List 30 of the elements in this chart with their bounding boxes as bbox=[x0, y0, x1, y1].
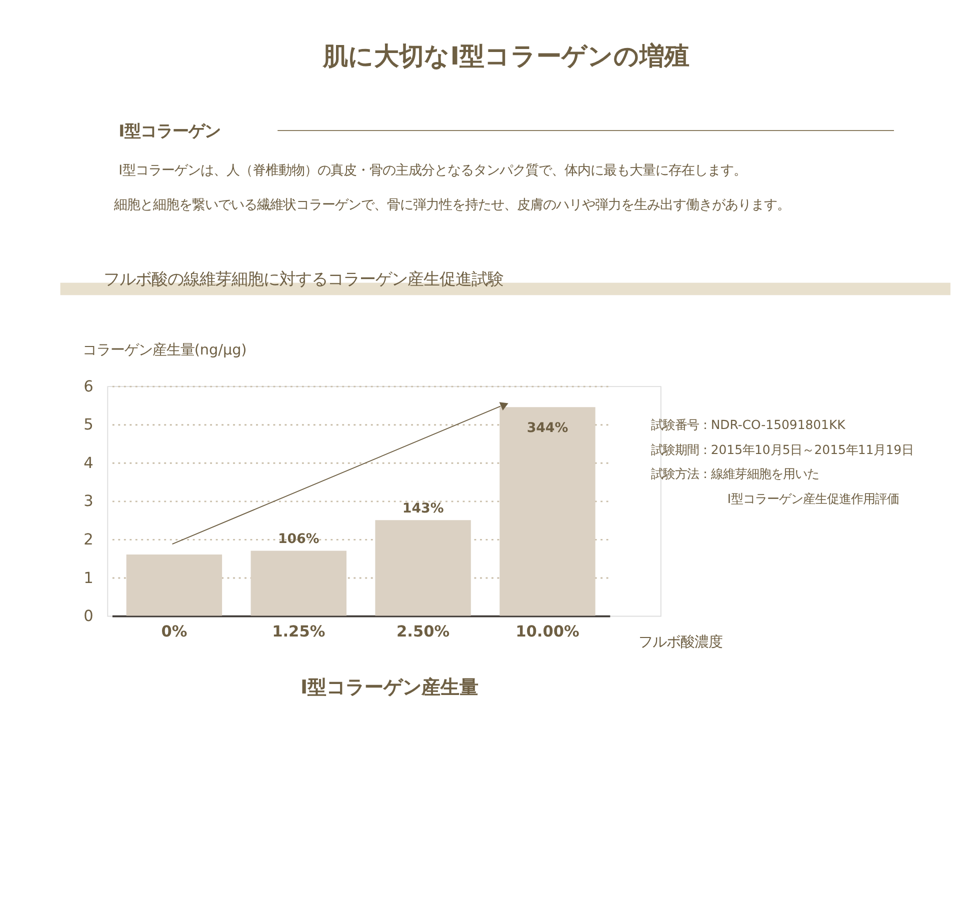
text: I型コラーゲン bbox=[118, 121, 221, 140]
text: 試験番号：NDR-CO-15091801KK bbox=[650, 417, 846, 432]
text: I型コラーゲン産生促進作用評価 bbox=[727, 490, 900, 506]
x-tick-label: 10.00% bbox=[516, 622, 580, 640]
chart-title: 肌に大切なI型コラーゲンの増殖 bbox=[322, 42, 690, 71]
x-tick-label: 0% bbox=[161, 622, 188, 640]
bar bbox=[375, 520, 471, 616]
bar bbox=[126, 554, 222, 616]
text: フルボ酸の線維芽細胞に対するコラーゲン産生促進試験 bbox=[103, 270, 504, 289]
bar bbox=[500, 407, 596, 616]
annotation: 106% bbox=[278, 532, 320, 548]
text: 試験方法：線維芽細胞を用いた bbox=[650, 466, 819, 481]
x-axis-title: フルボ酸濃度 bbox=[638, 634, 722, 650]
y-tick-label: 0 bbox=[84, 607, 94, 626]
y-tick-label: 2 bbox=[84, 530, 94, 549]
bar bbox=[250, 550, 346, 616]
y-tick-label: 3 bbox=[84, 492, 94, 510]
text: 細胞と細胞を繋いでいる繊維状コラーゲンで、骨に弾力性を持たせ、皮膚のハリや弾力を生み出す働きがあります。 bbox=[112, 198, 790, 214]
text: I型コラーゲンは、人（脊椎動物）の真皮・骨の主成分となるタンパク質で、体内に最も大量に存在します。 bbox=[118, 162, 747, 179]
text: I型コラーゲン産生量 bbox=[300, 675, 479, 698]
x-tick-label: 1.25% bbox=[272, 622, 326, 640]
text: 試験期間：2015年10月5日～2015年11月19日 bbox=[650, 442, 914, 458]
y-tick-label: 4 bbox=[84, 454, 94, 472]
x-tick-label: 2.50% bbox=[396, 622, 450, 640]
y-axis-title: コラーゲン産生量(ng/μg) bbox=[82, 342, 247, 359]
y-tick-label: 6 bbox=[84, 377, 94, 396]
y-tick-label: 1 bbox=[84, 568, 94, 587]
annotation: 143% bbox=[402, 501, 444, 516]
y-tick-label: 5 bbox=[84, 416, 94, 434]
annotation: 344% bbox=[526, 421, 568, 436]
